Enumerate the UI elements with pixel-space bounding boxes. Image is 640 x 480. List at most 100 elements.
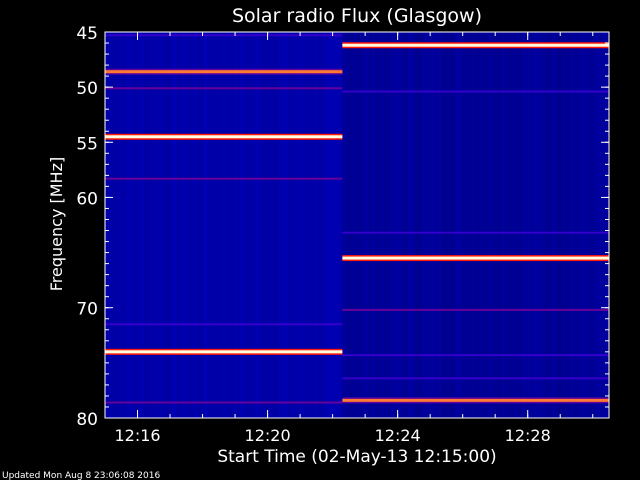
noise-stripe: [549, 32, 552, 418]
minor-emission-line: [342, 231, 609, 234]
noise-stripe: [420, 32, 423, 418]
x-tick-label: 12:16: [114, 426, 160, 445]
noise-stripe: [528, 32, 531, 418]
noise-stripe: [294, 32, 297, 418]
noise-stripe: [171, 32, 174, 418]
noise-stripe: [573, 32, 576, 418]
noise-stripe: [369, 32, 372, 418]
noise-stripe: [561, 32, 564, 418]
noise-stripe: [516, 32, 519, 418]
noise-stripe: [177, 32, 180, 418]
noise-stripe: [312, 32, 315, 418]
noise-stripe: [411, 32, 414, 418]
y-tick-label: 55: [76, 134, 98, 154]
noise-stripe: [105, 32, 108, 418]
noise-stripe: [477, 32, 480, 418]
noise-stripe: [117, 32, 120, 418]
noise-stripe: [180, 32, 183, 418]
noise-stripe: [384, 32, 387, 418]
noise-stripe: [423, 32, 426, 418]
noise-stripe: [507, 32, 510, 418]
emission-line: [105, 70, 343, 74]
noise-stripe: [168, 32, 171, 418]
noise-stripe: [513, 32, 516, 418]
noise-stripe: [141, 32, 144, 418]
noise-stripe: [357, 32, 360, 418]
noise-stripe: [564, 32, 567, 418]
noise-stripe: [492, 32, 495, 418]
noise-stripe: [426, 32, 429, 418]
noise-stripe: [147, 32, 150, 418]
chart-title: Solar radio Flux (Glasgow): [232, 5, 482, 27]
noise-stripe: [390, 32, 393, 418]
y-axis-label: Frequency [MHz]: [47, 157, 66, 291]
noise-stripe: [558, 32, 561, 418]
noise-stripe: [174, 32, 177, 418]
noise-stripe: [306, 32, 309, 418]
noise-stripe: [540, 32, 543, 418]
noise-stripe: [555, 32, 558, 418]
noise-stripe: [486, 32, 489, 418]
noise-stripe: [429, 32, 432, 418]
noise-stripe: [315, 32, 318, 418]
minor-emission-line: [342, 90, 609, 93]
noise-stripe: [150, 32, 153, 418]
noise-stripe: [453, 32, 456, 418]
minor-emission-line: [105, 87, 343, 90]
noise-stripe: [237, 32, 240, 418]
noise-stripe: [489, 32, 492, 418]
noise-stripe: [162, 32, 165, 418]
noise-stripe: [219, 32, 222, 418]
noise-stripe: [438, 32, 441, 418]
noise-stripe: [207, 32, 210, 418]
noise-stripe: [240, 32, 243, 418]
noise-stripe: [366, 32, 369, 418]
noise-stripe: [132, 32, 135, 418]
noise-stripe: [144, 32, 147, 418]
noise-stripe: [156, 32, 159, 418]
noise-stripe: [585, 32, 588, 418]
y-tick-label: 70: [76, 300, 98, 320]
noise-stripe: [120, 32, 123, 418]
minor-emission-line: [105, 323, 343, 326]
emission-line: [105, 135, 343, 139]
noise-stripe: [459, 32, 462, 418]
noise-stripe: [243, 32, 246, 418]
noise-stripe: [474, 32, 477, 418]
noise-stripe: [123, 32, 126, 418]
noise-stripe: [255, 32, 258, 418]
noise-stripe: [519, 32, 522, 418]
noise-stripe: [483, 32, 486, 418]
noise-stripe: [270, 32, 273, 418]
noise-stripe: [396, 32, 399, 418]
noise-stripe: [576, 32, 579, 418]
noise-stripe: [318, 32, 321, 418]
noise-stripe: [501, 32, 504, 418]
noise-stripe: [495, 32, 498, 418]
noise-stripe: [405, 32, 408, 418]
noise-stripe: [348, 32, 351, 418]
noise-stripe: [231, 32, 234, 418]
minor-emission-line: [105, 401, 343, 404]
noise-stripe: [285, 32, 288, 418]
noise-stripe: [372, 32, 375, 418]
noise-stripe: [330, 32, 333, 418]
noise-stripe: [402, 32, 405, 418]
noise-stripe: [246, 32, 249, 418]
noise-stripe: [393, 32, 396, 418]
noise-stripe: [363, 32, 366, 418]
noise-stripe: [252, 32, 255, 418]
noise-stripe: [309, 32, 312, 418]
noise-stripe: [324, 32, 327, 418]
noise-stripe: [546, 32, 549, 418]
emission-line: [342, 256, 609, 260]
noise-stripe: [276, 32, 279, 418]
noise-stripe: [264, 32, 267, 418]
noise-stripe: [342, 32, 345, 418]
noise-stripe: [258, 32, 261, 418]
noise-stripe: [288, 32, 291, 418]
noise-stripe: [336, 32, 339, 418]
x-tick-label: 12:28: [505, 426, 551, 445]
noise-stripe: [204, 32, 207, 418]
noise-stripe: [387, 32, 390, 418]
